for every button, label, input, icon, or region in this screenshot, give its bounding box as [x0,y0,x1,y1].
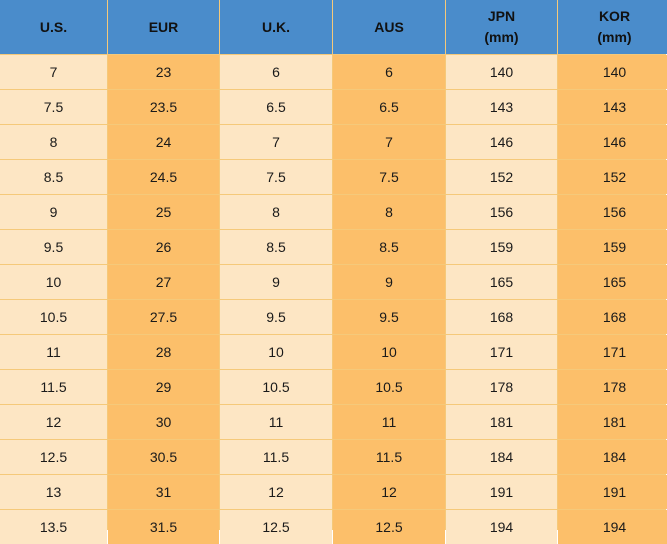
size-cell-jpn: 156 [446,195,557,229]
size-cell-uk: 7.5 [220,160,332,194]
size-cell-aus: 9 [333,265,445,299]
size-cell-jpn: 178 [446,370,557,404]
size-cell-us: 11 [0,335,107,369]
column-header-unit: (mm) [484,29,519,45]
size-cell-kor: 140 [558,55,667,89]
size-cell-jpn: 143 [446,90,557,124]
size-cell-eur: 29 [108,370,219,404]
size-cell-kor: 143 [558,90,667,124]
size-cell-us: 13 [0,475,107,509]
size-cell-jpn: 171 [446,335,557,369]
size-cell-jpn: 191 [446,475,557,509]
column-header-label: AUS [374,18,404,35]
size-cell-eur: 28 [108,335,219,369]
size-cell-eur: 27.5 [108,300,219,334]
size-cell-kor: 184 [558,440,667,474]
size-cell-eur: 23.5 [108,90,219,124]
column-header-eur: EUR [108,0,219,54]
column-header-label: U.K. [262,18,290,35]
size-cell-us: 8 [0,125,107,159]
size-cell-uk: 7 [220,125,332,159]
size-cell-us: 8.5 [0,160,107,194]
size-cell-eur: 25 [108,195,219,229]
size-cell-uk: 9 [220,265,332,299]
size-cell-aus: 7 [333,125,445,159]
size-cell-uk: 11.5 [220,440,332,474]
size-cell-eur: 30.5 [108,440,219,474]
size-cell-jpn: 140 [446,55,557,89]
size-cell-us: 12.5 [0,440,107,474]
size-cell-aus: 8.5 [333,230,445,264]
size-cell-eur: 27 [108,265,219,299]
size-cell-eur: 24.5 [108,160,219,194]
size-cell-uk: 10.5 [220,370,332,404]
size-cell-uk: 12.5 [220,510,332,544]
size-cell-jpn: 159 [446,230,557,264]
column-header-label: JPN [487,8,516,24]
size-cell-eur: 23 [108,55,219,89]
size-cell-kor: 191 [558,475,667,509]
size-cell-aus: 6 [333,55,445,89]
size-cell-eur: 31.5 [108,510,219,544]
size-cell-us: 11.5 [0,370,107,404]
size-cell-jpn: 152 [446,160,557,194]
size-cell-eur: 26 [108,230,219,264]
column-header-uk: U.K. [220,0,332,54]
size-cell-kor: 168 [558,300,667,334]
size-cell-kor: 178 [558,370,667,404]
size-cell-aus: 10.5 [333,370,445,404]
size-cell-jpn: 181 [446,405,557,439]
size-cell-aus: 12.5 [333,510,445,544]
size-cell-us: 12 [0,405,107,439]
size-cell-kor: 146 [558,125,667,159]
size-cell-kor: 181 [558,405,667,439]
size-cell-eur: 30 [108,405,219,439]
column-header-unit: (mm) [597,29,632,45]
size-cell-aus: 8 [333,195,445,229]
column-header-label: U.S. [39,18,68,35]
column-header-jpn: JPN (mm) [446,0,557,54]
size-cell-aus: 11 [333,405,445,439]
size-cell-jpn: 194 [446,510,557,544]
size-cell-aus: 7.5 [333,160,445,194]
size-cell-us: 9 [0,195,107,229]
size-cell-us: 7.5 [0,90,107,124]
size-cell-uk: 10 [220,335,332,369]
size-cell-aus: 9.5 [333,300,445,334]
column-header-label: KOR [598,8,631,24]
size-cell-uk: 9.5 [220,300,332,334]
size-cell-us: 13.5 [0,510,107,544]
size-cell-jpn: 146 [446,125,557,159]
size-cell-eur: 31 [108,475,219,509]
size-cell-kor: 152 [558,160,667,194]
size-cell-uk: 8.5 [220,230,332,264]
column-header-us: U.S. [0,0,107,54]
column-header-kor: KOR (mm) [558,0,667,54]
column-header-aus: AUS [333,0,445,54]
size-cell-us: 10 [0,265,107,299]
column-header-label: EUR [148,18,179,35]
size-cell-us: 7 [0,55,107,89]
size-cell-jpn: 168 [446,300,557,334]
size-cell-uk: 8 [220,195,332,229]
size-cell-aus: 11.5 [333,440,445,474]
size-cell-aus: 12 [333,475,445,509]
size-cell-aus: 6.5 [333,90,445,124]
size-cell-kor: 165 [558,265,667,299]
size-cell-kor: 159 [558,230,667,264]
size-cell-uk: 6 [220,55,332,89]
size-cell-jpn: 184 [446,440,557,474]
size-cell-eur: 24 [108,125,219,159]
size-cell-us: 9.5 [0,230,107,264]
size-cell-kor: 171 [558,335,667,369]
size-cell-kor: 194 [558,510,667,544]
size-cell-uk: 12 [220,475,332,509]
size-cell-jpn: 165 [446,265,557,299]
size-cell-uk: 11 [220,405,332,439]
size-cell-aus: 10 [333,335,445,369]
size-cell-kor: 156 [558,195,667,229]
size-cell-us: 10.5 [0,300,107,334]
size-cell-uk: 6.5 [220,90,332,124]
